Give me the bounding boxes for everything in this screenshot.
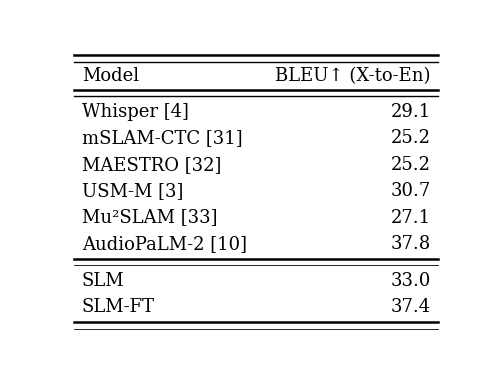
Text: 27.1: 27.1 [390,208,430,227]
Text: 25.2: 25.2 [390,129,430,147]
Text: SLM-FT: SLM-FT [82,298,155,317]
Text: 25.2: 25.2 [390,156,430,174]
Text: Whisper [4]: Whisper [4] [82,103,189,121]
Text: mSLAM-CTC [31]: mSLAM-CTC [31] [82,129,242,147]
Text: MAESTRO [32]: MAESTRO [32] [82,156,221,174]
Text: USM-M [3]: USM-M [3] [82,182,183,200]
Text: AudioPaLM-2 [10]: AudioPaLM-2 [10] [82,235,247,253]
Text: 29.1: 29.1 [390,103,430,121]
Text: BLEU↑ (X-to-En): BLEU↑ (X-to-En) [275,67,430,85]
Text: 33.0: 33.0 [390,272,430,290]
Text: Mu²SLAM [33]: Mu²SLAM [33] [82,208,218,227]
Text: 37.8: 37.8 [390,235,430,253]
Text: 37.4: 37.4 [390,298,430,317]
Text: 30.7: 30.7 [390,182,430,200]
Text: Model: Model [82,67,139,85]
Text: SLM: SLM [82,272,124,290]
